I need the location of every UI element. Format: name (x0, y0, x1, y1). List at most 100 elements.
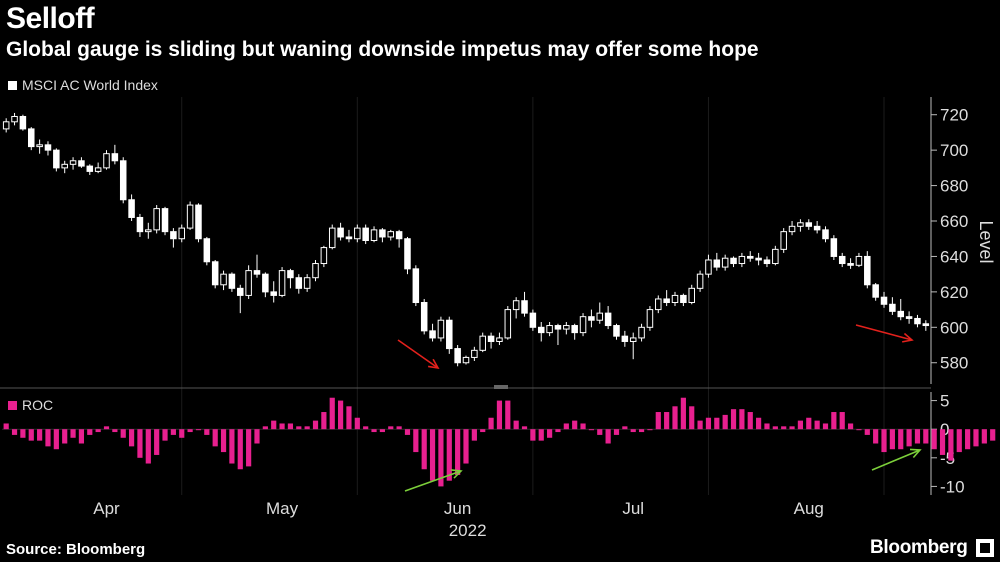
candle-body (86, 165, 94, 172)
roc-bar (563, 423, 569, 430)
roc-bar (128, 429, 135, 447)
candle-body (889, 303, 896, 312)
legend-swatch-pink (8, 400, 17, 410)
candle-body (563, 325, 570, 330)
roc-bar (764, 423, 770, 430)
roc-bar (831, 412, 837, 430)
roc-bar (28, 429, 34, 441)
roc-bar (103, 426, 110, 430)
roc-bar (839, 412, 845, 430)
roc-bar (246, 429, 252, 467)
candle-body (905, 316, 913, 319)
roc-bar (204, 429, 210, 435)
candle-body (429, 330, 436, 339)
candle-body (763, 259, 771, 265)
candle-body (805, 222, 813, 227)
roc-bar (53, 429, 59, 450)
roc-bar (95, 429, 101, 433)
candle-body (537, 326, 545, 334)
roc-bar (705, 417, 712, 430)
candle-body (788, 225, 796, 233)
candle-body (354, 227, 361, 240)
candle-body (847, 263, 854, 266)
arrow-green-2-shaft (871, 449, 921, 471)
candle-body (529, 312, 537, 328)
legend-label: ROC (22, 397, 54, 413)
roc-bar (338, 400, 344, 430)
roc-bar (756, 417, 762, 430)
roc-bar (11, 429, 18, 435)
candle-body (738, 255, 746, 265)
roc-bar (856, 429, 862, 431)
roc-bar (354, 417, 360, 430)
candle-body (755, 257, 762, 261)
candle-body (496, 337, 503, 342)
candle-body (2, 121, 10, 130)
candle-body (145, 229, 152, 233)
roc-bar (70, 429, 76, 438)
candle-body (228, 273, 236, 289)
candle-body (671, 294, 679, 304)
candle-body (487, 335, 495, 342)
candle-body (320, 247, 328, 265)
roc-bar (530, 429, 536, 441)
candle-body (295, 277, 303, 289)
roc-bar (981, 429, 987, 444)
roc-bar (781, 426, 787, 430)
candle-body (328, 227, 336, 249)
roc-bar (655, 412, 661, 430)
candle-body (579, 316, 587, 334)
roc-bar (638, 429, 645, 433)
roc-bar (923, 429, 929, 444)
roc-bar (814, 420, 820, 430)
candle-body (404, 238, 411, 270)
candle-body (161, 208, 169, 233)
candle-body (596, 312, 604, 321)
roc-bar (455, 429, 461, 475)
candle-body (454, 348, 461, 364)
candle-body (504, 309, 512, 339)
y-tick-label: 640 (940, 247, 968, 266)
roc-bar (404, 429, 411, 435)
candle-body (287, 270, 294, 279)
roc-bar (388, 426, 394, 430)
candle-body (621, 335, 629, 342)
candle-body (655, 298, 662, 311)
roc-bar (630, 429, 636, 433)
candle-body (638, 326, 645, 339)
candle-body (195, 204, 202, 240)
candle-body (178, 227, 186, 240)
chart-title: Selloff (6, 2, 95, 35)
candle-body (554, 325, 562, 330)
roc-bar (864, 429, 870, 435)
candle-body (78, 160, 85, 167)
candle-body (420, 302, 428, 332)
candle-body (437, 319, 445, 339)
source-note: Source: Bloomberg (6, 541, 146, 558)
roc-bar (873, 429, 879, 444)
candle-body (462, 356, 470, 364)
roc-bar (605, 429, 611, 444)
candle-body (370, 229, 378, 242)
roc-bar (881, 429, 887, 453)
candle-body (730, 257, 737, 265)
roc-bar (597, 429, 603, 435)
roc-bar (329, 397, 335, 430)
roc-bar (588, 429, 594, 431)
roc-bar (471, 429, 477, 441)
roc-bar (78, 429, 85, 444)
arrow-red-1-shaft (397, 339, 439, 369)
roc-bar (237, 429, 243, 470)
roc-bar (789, 426, 795, 430)
candle-body (253, 270, 261, 275)
candle-body (128, 199, 135, 218)
roc-bar (722, 414, 728, 430)
x-tick-label: May (266, 499, 299, 518)
roc-bar (672, 406, 678, 430)
roc-bar (463, 429, 469, 464)
candle-body (914, 317, 921, 325)
roc-bar (956, 429, 962, 453)
candle-body (94, 167, 102, 172)
y-tick-label: 700 (940, 141, 968, 160)
roc-bar (312, 420, 319, 430)
